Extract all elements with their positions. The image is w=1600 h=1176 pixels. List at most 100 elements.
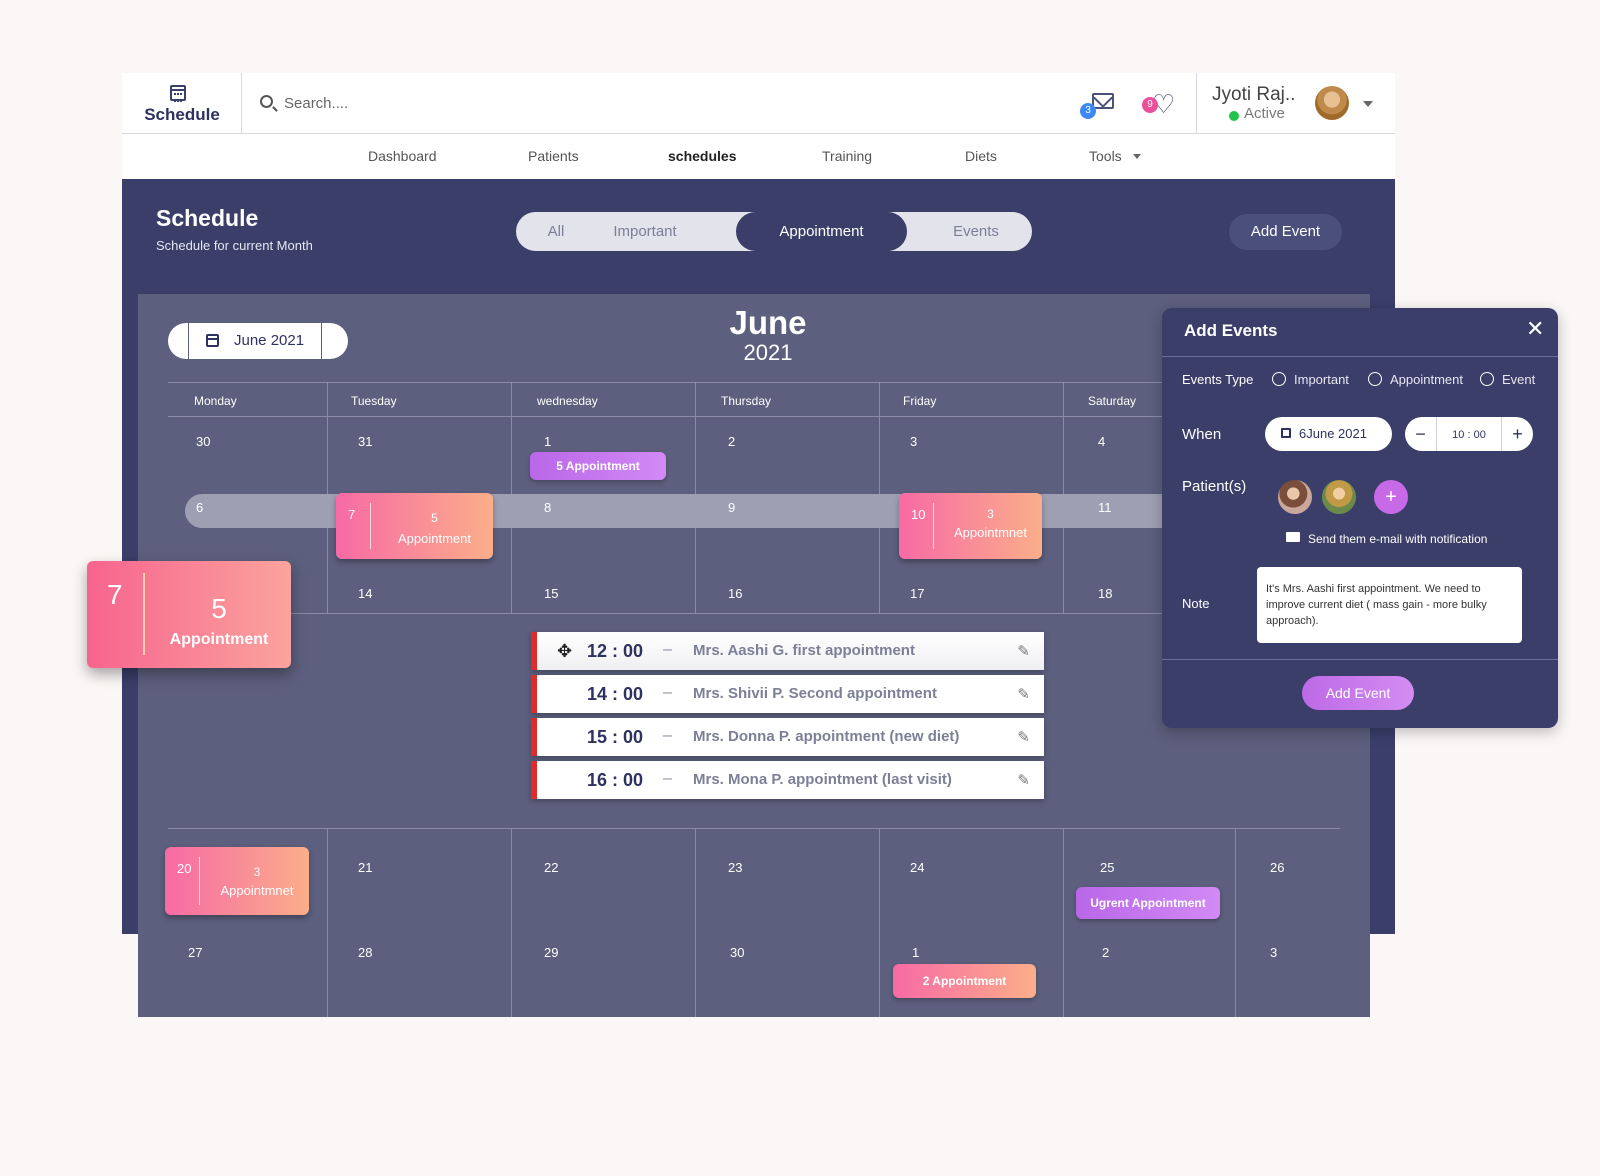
status-dot-icon	[1229, 111, 1239, 121]
appointment-time: 15 : 00	[587, 727, 644, 747]
nav-patients[interactable]: Patients	[528, 148, 579, 164]
search-input[interactable]	[284, 89, 884, 117]
appointment-card-label: Appointmnet	[954, 525, 1027, 540]
event-pill[interactable]: 2 Appointment	[893, 964, 1036, 998]
messages-button[interactable]: 3	[1080, 87, 1116, 121]
appointment-row[interactable]: 14 : 00 – Mrs. Shivii P. Second appointm…	[531, 675, 1044, 713]
calendar-day[interactable]: 22	[544, 860, 559, 875]
chevron-down-icon[interactable]	[1363, 101, 1373, 107]
edit-icon[interactable]: ✎	[1017, 686, 1030, 703]
calendar-day[interactable]: 24	[910, 860, 925, 875]
tab-appointment[interactable]: Appointment	[736, 212, 907, 251]
email-notification-label[interactable]: Send them e-mail with notification	[1308, 532, 1488, 546]
calendar-day[interactable]: 3	[910, 434, 918, 449]
appointment-row[interactable]: 16 : 00 – Mrs. Mona P. appointment (last…	[531, 761, 1044, 799]
nav-dashboard[interactable]: Dashboard	[368, 148, 437, 164]
add-patient-button[interactable]: +	[1374, 480, 1408, 514]
when-label: When	[1182, 426, 1222, 443]
calendar-day[interactable]: 21	[358, 860, 373, 875]
appointment-row[interactable]: 15 : 00 – Mrs. Donna P. appointment (new…	[531, 718, 1044, 756]
messages-badge: 3	[1080, 103, 1096, 119]
radio-important[interactable]	[1272, 372, 1286, 386]
weekday-header: Tuesday	[351, 394, 397, 408]
calendar-day[interactable]: 17	[910, 586, 925, 601]
chevron-down-icon[interactable]	[1133, 154, 1141, 159]
appointment-dash: –	[663, 684, 672, 701]
appointment-row[interactable]: ✥ 12 : 00 – Mrs. Aashi G. first appointm…	[531, 632, 1044, 670]
dragged-appointment-card[interactable]: 7 5 Appointment	[87, 561, 291, 668]
nav-training[interactable]: Training	[822, 148, 873, 164]
appointment-card[interactable]: 10 3 Appointmnet	[899, 493, 1042, 559]
calendar-day[interactable]: 6	[196, 500, 204, 515]
note-textarea[interactable]: It's Mrs. Aashi first appointment. We ne…	[1257, 567, 1522, 643]
calendar-day[interactable]: 31	[358, 434, 373, 449]
radio-event-label[interactable]: Event	[1502, 372, 1536, 387]
calendar-day[interactable]: 2	[1102, 945, 1110, 960]
patient-avatar[interactable]	[1278, 480, 1312, 514]
event-pill[interactable]: 5 Appointment	[530, 452, 666, 480]
radio-event[interactable]	[1480, 372, 1494, 386]
radio-appointment[interactable]	[1368, 372, 1382, 386]
radio-important-label[interactable]: Important	[1294, 372, 1349, 387]
weekday-header: Thursday	[721, 394, 772, 408]
calendar-day[interactable]: 28	[358, 945, 373, 960]
calendar-day[interactable]: 9	[728, 500, 736, 515]
nav-schedules[interactable]: schedules	[668, 148, 737, 164]
add-event-button[interactable]: Add Event	[1229, 214, 1342, 250]
appointment-card-day: 10	[911, 507, 926, 522]
calendar-day[interactable]: 4	[1098, 434, 1106, 449]
time-increment-button[interactable]: +	[1501, 417, 1533, 451]
calendar-day[interactable]: 30	[196, 434, 211, 449]
card-divider	[933, 503, 934, 549]
nav-diets[interactable]: Diets	[965, 148, 997, 164]
tab-events[interactable]: Events	[953, 223, 999, 240]
calendar-day[interactable]: 8	[544, 500, 552, 515]
appointment-time: 12 : 00	[587, 641, 644, 661]
search-icon	[260, 95, 273, 108]
user-avatar[interactable]	[1315, 86, 1349, 120]
appointment-card[interactable]: 7 5 Appointment	[336, 493, 493, 559]
calendar-day[interactable]: 11	[1098, 500, 1112, 515]
appointment-card[interactable]: 20 3 Appointmnet	[165, 847, 309, 915]
nav-tools[interactable]: Tools	[1089, 148, 1122, 164]
user-status: Active	[1244, 105, 1285, 122]
calendar-day[interactable]: 27	[188, 945, 203, 960]
app-logo[interactable]: Schedule	[122, 73, 242, 134]
calendar-day[interactable]: 2	[728, 434, 736, 449]
calendar-day[interactable]: 14	[358, 586, 373, 601]
appointment-card-day: 20	[177, 861, 192, 876]
card-divider	[199, 857, 200, 905]
date-field[interactable]: 6June 2021	[1265, 417, 1392, 451]
calendar-day[interactable]: 18	[1098, 586, 1113, 601]
panel-add-event-button[interactable]: Add Event	[1302, 676, 1414, 710]
mail-icon[interactable]	[1286, 532, 1300, 542]
month-prev-divider	[188, 323, 189, 359]
radio-appointment-label[interactable]: Appointment	[1390, 372, 1463, 387]
tab-all[interactable]: All	[547, 223, 565, 240]
month-picker[interactable]: June 2021	[168, 323, 348, 359]
calendar-day[interactable]: 1	[912, 945, 920, 960]
close-icon[interactable]: ✕	[1526, 316, 1545, 341]
calendar-day[interactable]: 30	[730, 945, 745, 960]
patient-avatar[interactable]	[1322, 480, 1356, 514]
calendar-day[interactable]: 16	[728, 586, 743, 601]
time-decrement-button[interactable]: −	[1405, 417, 1437, 451]
move-icon[interactable]: ✥	[557, 641, 573, 661]
edit-icon[interactable]: ✎	[1017, 729, 1030, 746]
time-value[interactable]: 10 : 00	[1452, 429, 1486, 441]
calendar-day[interactable]: 26	[1270, 860, 1285, 875]
calendar-day[interactable]: 15	[544, 586, 559, 601]
page-subtitle: Schedule for current Month	[156, 238, 313, 253]
grid-line	[1235, 828, 1236, 1017]
urgent-event-pill[interactable]: Ugrent Appointment	[1076, 887, 1220, 919]
calendar-day[interactable]: 1	[544, 434, 552, 449]
edit-icon[interactable]: ✎	[1017, 643, 1030, 660]
calendar-day[interactable]: 3	[1270, 945, 1278, 960]
panel-divider	[1162, 659, 1558, 660]
calendar-day[interactable]: 23	[728, 860, 743, 875]
tab-important[interactable]: Important	[613, 223, 677, 240]
calendar-day[interactable]: 25	[1100, 860, 1115, 875]
calendar-day[interactable]: 29	[544, 945, 559, 960]
edit-icon[interactable]: ✎	[1017, 772, 1030, 789]
favorites-button[interactable]: ♡ 9	[1142, 87, 1178, 121]
